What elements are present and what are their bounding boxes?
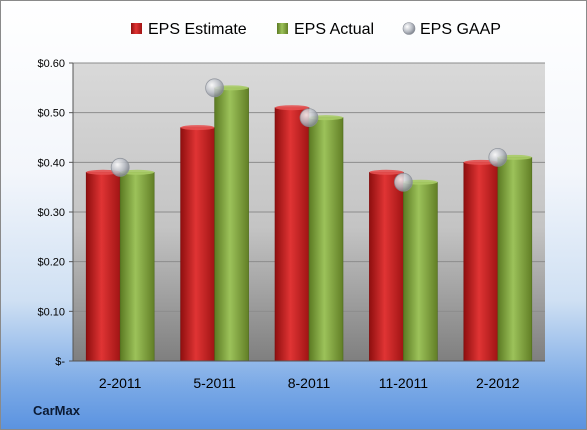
y-tick-label: $0.40	[37, 157, 65, 169]
x-tick-label: 11-2011	[379, 375, 429, 391]
x-tick-label: 8-2011	[288, 375, 331, 391]
bar-eps-estimate	[369, 171, 404, 362]
bar-eps-estimate	[463, 162, 499, 362]
bar-top	[275, 105, 309, 111]
bar-eps-estimate	[180, 127, 215, 362]
y-tick-label: $0.20	[37, 257, 65, 269]
bar-eps-actual	[403, 181, 438, 362]
x-tick-label: 2-2012	[476, 375, 520, 391]
legend-swatch	[277, 23, 288, 34]
gaap-point	[488, 147, 508, 167]
x-tick-label: 2-2011	[99, 375, 142, 391]
x-axis: 2-2011 5-2011 8-2011 11-2011 2-2012	[73, 360, 545, 391]
x-tick-label: 5-2011	[193, 375, 236, 391]
bar-eps-estimate	[85, 171, 121, 362]
bar-top	[369, 169, 404, 175]
gaap-markers	[110, 78, 508, 192]
bar-eps-actual	[308, 117, 344, 362]
bars	[85, 85, 533, 362]
legend-label: EPS Estimate	[148, 21, 247, 38]
gaap-point	[393, 172, 413, 192]
bar-top	[180, 125, 215, 131]
bar-eps-estimate	[274, 107, 310, 362]
legend-swatch	[131, 23, 142, 34]
y-tick-label: $0.60	[37, 58, 65, 70]
gaap-point	[110, 157, 130, 177]
legend: EPS Estimate EPS Actual EPS GAAP	[131, 21, 501, 38]
bar-eps-actual	[214, 87, 249, 362]
legend-label: EPS GAAP	[420, 21, 501, 38]
y-tick-label: $0.10	[37, 306, 65, 318]
legend-swatch	[402, 22, 416, 35]
bar-eps-actual	[119, 171, 155, 362]
brand-label: CarMax	[33, 403, 80, 418]
y-tick-label: $0.30	[37, 207, 65, 219]
y-tick-label: $0.50	[37, 108, 65, 120]
y-tick-label: $-	[55, 356, 65, 368]
gaap-point	[299, 108, 319, 128]
legend-label: EPS Actual	[294, 21, 374, 38]
y-axis: $- $0.10 $0.20 $0.30 $0.40 $0.50 $0.60	[37, 58, 74, 368]
bar-eps-actual	[497, 157, 533, 362]
gaap-point	[205, 78, 225, 98]
